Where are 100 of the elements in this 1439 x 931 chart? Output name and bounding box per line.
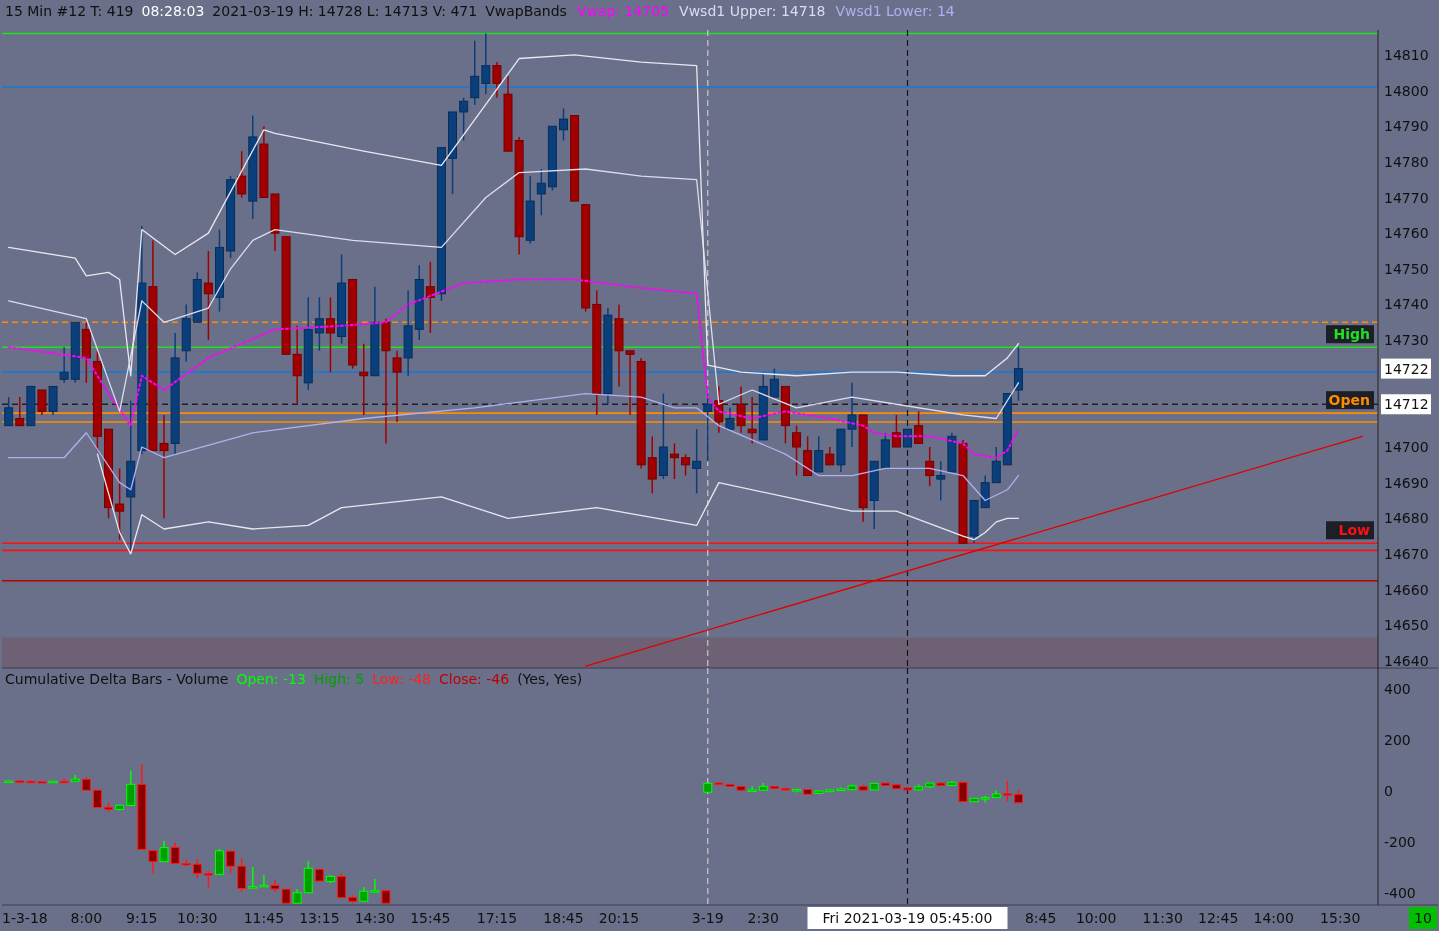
chart-title: 15 Min #12 T: 419 (5, 3, 134, 19)
x-tick-label: 18:45 (543, 910, 584, 926)
candlestick (359, 342, 369, 416)
y-tick-label: 14640 (1384, 652, 1429, 669)
ref-line-label: High (1333, 326, 1370, 343)
y-tick-label: 14790 (1384, 118, 1429, 135)
candlestick (769, 367, 779, 398)
x-tick-label: 20:15 (598, 910, 640, 926)
x-tick-label: 12:45 (1198, 910, 1239, 926)
candlestick (115, 467, 125, 541)
candlestick (936, 460, 946, 502)
candlestick (792, 424, 802, 477)
candlestick (559, 107, 568, 142)
y-tick-label: 14750 (1384, 260, 1429, 277)
candlestick (126, 770, 136, 807)
y-tick-label: 14660 (1384, 581, 1429, 598)
candlestick (215, 848, 224, 876)
x-tick-label: 14:30 (354, 910, 396, 926)
candlestick (226, 850, 236, 875)
candlestick (59, 777, 69, 784)
y-tick-label: 14800 (1384, 82, 1429, 99)
candlestick (4, 396, 14, 427)
y-tick-label: 14760 (1384, 225, 1429, 242)
x-tick-label: 9:15 (126, 910, 158, 926)
x-tick-label: 8:00 (70, 910, 103, 926)
candlestick (370, 878, 380, 893)
text: Vwsd1 Lower: 14 (835, 3, 955, 19)
ref-line-label: Low (1338, 522, 1371, 539)
y-tick-label: 14680 (1384, 510, 1429, 527)
candlestick (681, 453, 691, 477)
x-tick-label: 15:45 (410, 910, 451, 926)
y-tick-label: 14810 (1384, 46, 1429, 63)
candlestick (459, 96, 469, 142)
candlestick (703, 392, 713, 463)
candlestick (237, 150, 247, 199)
candlestick (747, 396, 757, 445)
candlestick (692, 428, 702, 495)
candlestick (425, 260, 435, 334)
chart-title: Cumulative Delta Bars - Volume (5, 671, 229, 687)
candlestick (170, 841, 180, 865)
x-tick-label: 10:30 (177, 910, 218, 926)
candlestick (314, 296, 324, 352)
candlestick (325, 296, 335, 373)
candlestick (292, 325, 302, 405)
x-tick-label: 3-19 (691, 910, 724, 926)
x-tick-label: 15:30 (1320, 910, 1361, 926)
candlestick (259, 874, 269, 888)
text: VwapBands (485, 3, 567, 19)
candlestick (991, 446, 1001, 484)
x-tick-label: 2:30 (747, 910, 779, 926)
candlestick (958, 781, 968, 803)
y-tick-label: -200 (1384, 833, 1416, 850)
annotation: Open: -13 (236, 671, 306, 687)
x-tick-label: 11:45 (243, 910, 285, 926)
candlestick (1002, 780, 1012, 803)
x-tick-label: Fri 2021-03-19 05:45:00 (822, 910, 993, 926)
x-tick-label: 8:45 (1024, 910, 1057, 926)
annotation: (Yes, Yes) (517, 671, 583, 687)
y-tick-label: 0 (1384, 782, 1393, 799)
y-tick-label: 14712 (1384, 396, 1429, 413)
candlestick (669, 442, 679, 480)
y-tick-label: -400 (1384, 885, 1416, 902)
candlestick (148, 849, 158, 875)
text: 08:28:03 (141, 3, 205, 19)
annotation: High: 5 (313, 671, 365, 687)
candlestick (1013, 346, 1023, 402)
annotation: Low: -48 (372, 671, 431, 687)
candlestick (891, 414, 901, 448)
ref-line-label: Open (1328, 392, 1370, 409)
candlestick (203, 250, 213, 341)
candlestick (736, 385, 746, 434)
line-series (96, 453, 1020, 555)
candlestick (647, 435, 657, 495)
candlestick (37, 389, 47, 416)
y-tick-label: 14780 (1384, 153, 1429, 170)
x-tick-label: 17:15 (476, 910, 518, 926)
y-tick-label: 200 (1384, 731, 1411, 748)
line-series (7, 278, 1020, 459)
candlestick (492, 61, 502, 99)
y-tick-label: 14650 (1384, 617, 1429, 634)
candlestick (15, 396, 25, 427)
y-tick-label: 14770 (1384, 189, 1429, 206)
candlestick (248, 866, 258, 889)
y-tick-label: 14730 (1384, 332, 1429, 349)
y-tick-label: 14700 (1384, 439, 1429, 456)
x-tick-label: 10:00 (1075, 910, 1117, 926)
candlestick (814, 435, 824, 473)
candlestick (159, 840, 169, 863)
x-tick-label: 14:00 (1253, 910, 1294, 926)
candlestick (481, 32, 491, 95)
candlestick (914, 410, 924, 445)
y-tick-label: 14670 (1384, 545, 1429, 562)
text: Vwap: 14705 (576, 3, 670, 19)
x-tick-label: 11:30 (1142, 910, 1183, 926)
candlestick (392, 350, 402, 423)
candlestick (536, 168, 546, 217)
x-tick-label: 1-3-18 (2, 910, 48, 926)
x-tick-label: 13:15 (299, 910, 340, 926)
y-tick-label: 400 (1384, 680, 1411, 697)
candlestick (59, 346, 69, 384)
